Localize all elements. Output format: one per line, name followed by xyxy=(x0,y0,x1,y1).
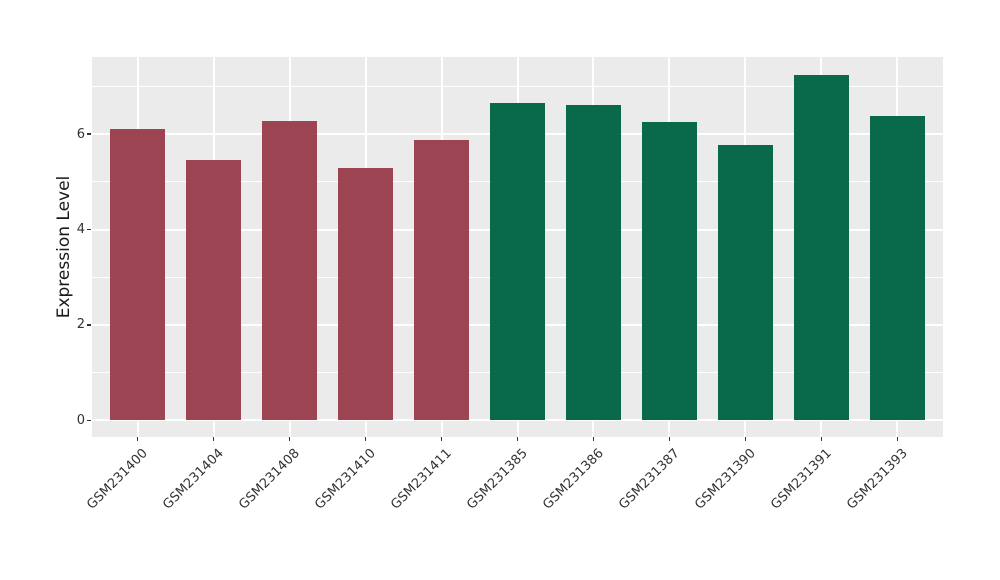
x-tick-mark-GSM231404 xyxy=(212,437,215,441)
x-tick-mark-GSM231411 xyxy=(440,437,443,441)
x-tick-label-GSM231387: GSM231387 xyxy=(616,446,684,513)
bar-GSM231387 xyxy=(642,122,697,421)
x-tick-label-GSM231390: GSM231390 xyxy=(692,446,760,513)
y-tick-label-4: 4 xyxy=(76,222,85,238)
x-tick-label-GSM231408: GSM231408 xyxy=(236,446,304,513)
x-tick-label-GSM231391: GSM231391 xyxy=(768,446,836,513)
bar-GSM231391 xyxy=(794,74,849,421)
x-tick-mark-GSM231385 xyxy=(516,437,519,441)
y-tick-mark-6 xyxy=(87,133,91,135)
y-tick-label-2: 2 xyxy=(76,317,85,333)
x-tick-mark-GSM231393 xyxy=(896,437,899,441)
x-tick-mark-GSM231386 xyxy=(592,437,595,441)
x-tick-label-GSM231411: GSM231411 xyxy=(388,446,456,513)
bar-GSM231411 xyxy=(414,139,469,421)
x-tick-mark-GSM231391 xyxy=(820,437,823,441)
x-tick-mark-GSM231408 xyxy=(288,437,291,441)
bar-GSM231400 xyxy=(110,129,165,421)
bar-GSM231390 xyxy=(718,144,773,421)
x-tick-label-GSM231410: GSM231410 xyxy=(312,446,380,513)
x-tick-label-GSM231386: GSM231386 xyxy=(540,446,608,513)
x-tick-mark-GSM231400 xyxy=(136,437,139,441)
y-tick-mark-2 xyxy=(87,324,91,326)
x-tick-label-GSM231393: GSM231393 xyxy=(844,446,912,513)
y-tick-mark-0 xyxy=(87,419,91,422)
bar-GSM231385 xyxy=(490,103,545,421)
bar-GSM231393 xyxy=(870,116,925,421)
x-tick-label-GSM231404: GSM231404 xyxy=(160,446,228,513)
plot-panel xyxy=(92,57,943,437)
bar-GSM231408 xyxy=(262,120,317,421)
bar-GSM231386 xyxy=(566,104,621,421)
bar-GSM231404 xyxy=(186,160,241,421)
x-tick-label-GSM231400: GSM231400 xyxy=(84,446,152,513)
y-axis-title: Expression Level xyxy=(54,175,74,319)
y-tick-label-6: 6 xyxy=(76,126,85,142)
y-tick-label-0: 0 xyxy=(76,412,85,428)
x-tick-mark-GSM231410 xyxy=(364,437,367,441)
x-tick-mark-GSM231387 xyxy=(668,437,671,441)
x-tick-mark-GSM231390 xyxy=(744,437,747,441)
x-tick-label-GSM231385: GSM231385 xyxy=(464,446,532,513)
bar-GSM231410 xyxy=(338,167,393,421)
y-tick-mark-4 xyxy=(87,228,91,231)
